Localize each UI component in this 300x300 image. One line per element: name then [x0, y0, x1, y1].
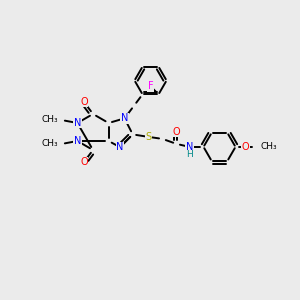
Text: N: N [121, 113, 128, 123]
Text: N: N [116, 142, 124, 152]
Text: O: O [242, 142, 249, 152]
Text: O: O [173, 127, 180, 137]
Text: O: O [80, 97, 88, 107]
Text: CH₃: CH₃ [42, 140, 58, 148]
Text: N: N [74, 118, 81, 128]
Text: S: S [146, 132, 152, 142]
Text: CH₃: CH₃ [260, 142, 277, 152]
Text: CH₃: CH₃ [42, 116, 58, 124]
Text: N: N [186, 142, 193, 152]
Text: O: O [80, 157, 88, 167]
Text: N: N [74, 136, 81, 146]
Text: F: F [148, 81, 153, 92]
Text: H: H [186, 150, 193, 159]
